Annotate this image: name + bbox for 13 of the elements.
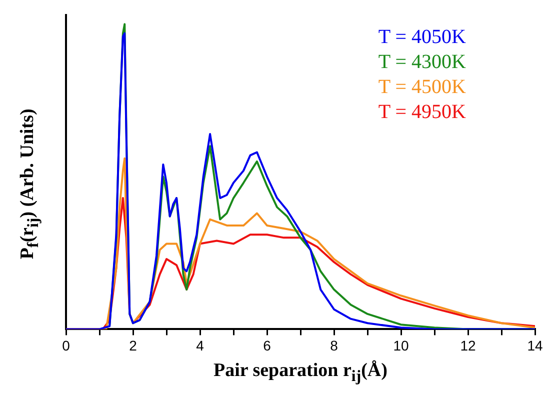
text: T = 4500K	[378, 75, 466, 100]
text: T = 4050K	[378, 25, 466, 50]
x-tick-label: 10	[393, 337, 409, 354]
x-axis-title: Pair separation r$_{ij}$(Å)	[212, 360, 388, 386]
x-tick-label: 6	[263, 337, 272, 354]
x-tick-label: 14	[527, 337, 543, 354]
x-tick-label: 2	[129, 337, 138, 354]
x-tick-label: 12	[460, 337, 476, 354]
x-tick-label: 4	[196, 337, 204, 354]
text: T = 4950K	[378, 100, 466, 125]
x-tick-label: 8	[330, 337, 338, 354]
text: T = 4300K	[378, 50, 466, 75]
x-tick-label: 0	[62, 337, 70, 354]
